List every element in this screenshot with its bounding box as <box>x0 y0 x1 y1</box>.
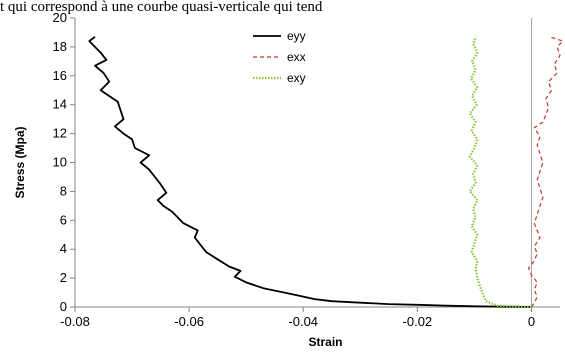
y-tick-label: 4 <box>60 241 67 256</box>
y-axis-title: Stress (Mpa) <box>13 126 27 198</box>
y-tick-label: 16 <box>53 68 67 83</box>
y-tick-label: 12 <box>53 126 67 141</box>
series-line-exx <box>528 36 564 308</box>
x-tick-label: -0.06 <box>174 314 204 329</box>
y-tick-label: 2 <box>60 270 67 285</box>
x-tick-label: 0 <box>528 314 535 329</box>
y-tick-label: 8 <box>60 183 67 198</box>
legend-label-exy: exy <box>287 71 306 85</box>
legend-label-exx: exx <box>287 50 306 64</box>
y-tick-label: 0 <box>60 299 67 314</box>
y-tick-label: 6 <box>60 212 67 227</box>
plot-area: 0 2 4 6 8 10 12 14 16 18 20 -0.08 -0.06 -0.04 -0.02 0 St… <box>13 10 564 349</box>
header-text: t qui correspond à une courbe quasi-vert… <box>0 0 323 15</box>
series-line-exy <box>468 36 532 309</box>
x-axis-title: Strain <box>308 335 342 349</box>
y-tick-label: 14 <box>53 97 67 112</box>
y-tick-label: 18 <box>53 39 67 54</box>
series-line-eyy <box>88 36 532 308</box>
x-tick-label: -0.08 <box>60 314 90 329</box>
y-tick-label: 20 <box>53 10 67 25</box>
x-tick-label: -0.04 <box>288 314 318 329</box>
x-tick-label: -0.02 <box>403 314 433 329</box>
legend-label-eyy: eyy <box>287 29 306 43</box>
y-tick-label: 10 <box>53 155 67 170</box>
